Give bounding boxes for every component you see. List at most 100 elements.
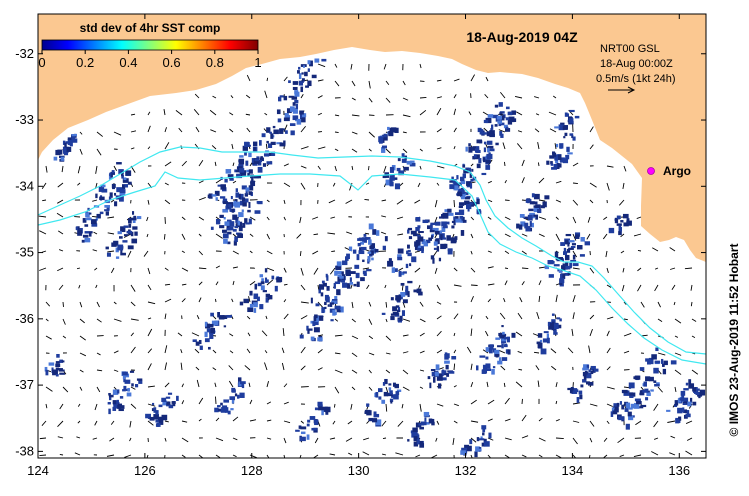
sst-patch-cell — [87, 207, 90, 212]
current-vector — [674, 318, 682, 324]
sst-patch-cell — [375, 419, 382, 426]
sst-patch-cell — [55, 363, 61, 368]
sst-patch-cell — [55, 361, 60, 364]
sst-patch-cell — [572, 263, 579, 267]
sst-patch-cell — [405, 285, 409, 291]
sst-patch-cell — [166, 401, 171, 405]
sst-patch-cell — [219, 214, 224, 218]
current-vector — [351, 369, 358, 374]
sst-patch-cell — [410, 230, 417, 235]
sst-patch-cell — [686, 410, 690, 415]
sst-patch-cell — [580, 384, 584, 388]
sst-patch-cell — [217, 184, 222, 187]
sst-patch-cell — [270, 141, 276, 145]
sst-patch-cell — [108, 173, 112, 180]
sst-patch-cell — [145, 413, 151, 419]
sst-patch-cell — [325, 273, 328, 278]
sst-patch-cell — [547, 321, 553, 327]
sst-patch-cell — [574, 234, 580, 239]
current-vector — [283, 267, 287, 273]
sst-patch-cell — [109, 172, 112, 177]
sst-patch-cell — [309, 416, 316, 420]
current-vector — [538, 233, 545, 237]
sst-patch-cell — [122, 184, 126, 190]
sst-patch-cell — [295, 103, 299, 109]
current-vector — [673, 301, 676, 306]
current-vector — [181, 283, 187, 286]
sst-patch-cell — [149, 416, 155, 421]
sst-patch-cell — [433, 247, 437, 250]
current-vector — [96, 386, 101, 393]
sst-patch-cell — [239, 301, 244, 306]
sst-patch-cell — [229, 396, 236, 400]
sst-patch-cell — [438, 373, 444, 377]
current-vector — [317, 79, 324, 82]
current-vector — [39, 230, 47, 235]
sst-patch-cell — [461, 189, 465, 194]
sst-patch-cell — [483, 147, 487, 153]
sst-patch-cell — [244, 193, 249, 197]
sst-patch-cell — [199, 345, 203, 350]
current-vector — [436, 349, 443, 354]
current-vector — [283, 454, 286, 458]
current-vector — [56, 212, 64, 218]
current-vector — [57, 267, 64, 272]
sst-patch-cell — [431, 421, 435, 426]
sst-patch-cell — [614, 405, 619, 410]
current-vector — [266, 267, 275, 272]
current-vector — [113, 386, 117, 390]
sst-patch-cell — [66, 146, 72, 152]
current-vector — [395, 452, 404, 456]
sst-patch-cell — [294, 91, 300, 97]
current-vector — [229, 350, 234, 354]
sst-patch-cell — [132, 226, 138, 230]
sst-patch-cell — [472, 156, 476, 160]
sst-patch-cell — [546, 337, 550, 344]
current-vector — [453, 363, 456, 371]
sst-patch-cell — [677, 398, 682, 403]
sst-patch-cell — [98, 186, 105, 192]
sst-patch-cell — [457, 188, 464, 194]
current-vector — [606, 182, 610, 191]
y-tick-label: -34 — [15, 178, 34, 193]
current-vector — [452, 437, 455, 446]
current-vector — [129, 420, 132, 428]
sst-patch-cell — [63, 148, 66, 154]
sst-patch-cell — [127, 181, 132, 185]
sst-patch-cell — [579, 254, 585, 257]
sst-patch-cell — [485, 117, 492, 124]
sst-patch-cell — [123, 385, 127, 390]
sst-patch-cell — [237, 394, 240, 399]
current-vector — [504, 437, 512, 441]
sst-patch-cell — [108, 397, 112, 401]
sst-patch-cell — [688, 379, 692, 385]
sst-patch-cell — [548, 324, 552, 330]
sst-patch-cell — [505, 126, 509, 129]
current-vector — [368, 301, 372, 307]
current-vector — [436, 79, 442, 82]
current-vector — [538, 454, 543, 458]
current-vector — [96, 148, 102, 156]
sst-patch-cell — [564, 272, 570, 276]
sst-patch-cell — [496, 115, 502, 120]
sst-patch-cell — [554, 251, 559, 258]
sst-patch-cell — [661, 358, 664, 364]
current-vector — [300, 365, 306, 371]
colorbar — [41, 39, 259, 51]
sst-patch-cell — [310, 336, 315, 341]
current-vector — [470, 74, 476, 82]
sst-patch-cell — [237, 220, 240, 226]
sst-patch-cell — [113, 404, 118, 409]
sst-patch-cell — [168, 404, 174, 409]
sst-patch-cell — [504, 336, 510, 340]
current-vector — [94, 267, 98, 271]
colorbar-tick-label: 0.8 — [206, 55, 224, 70]
sst-patch-cell — [465, 146, 468, 152]
sst-patch-cell — [264, 277, 268, 283]
sst-patch-cell — [342, 260, 348, 266]
sst-patch-cell — [542, 201, 547, 208]
sst-patch-cell — [417, 225, 421, 229]
sst-patch-cell — [674, 400, 679, 406]
sst-patch-cell — [298, 80, 304, 84]
sst-patch-cell — [257, 160, 262, 166]
